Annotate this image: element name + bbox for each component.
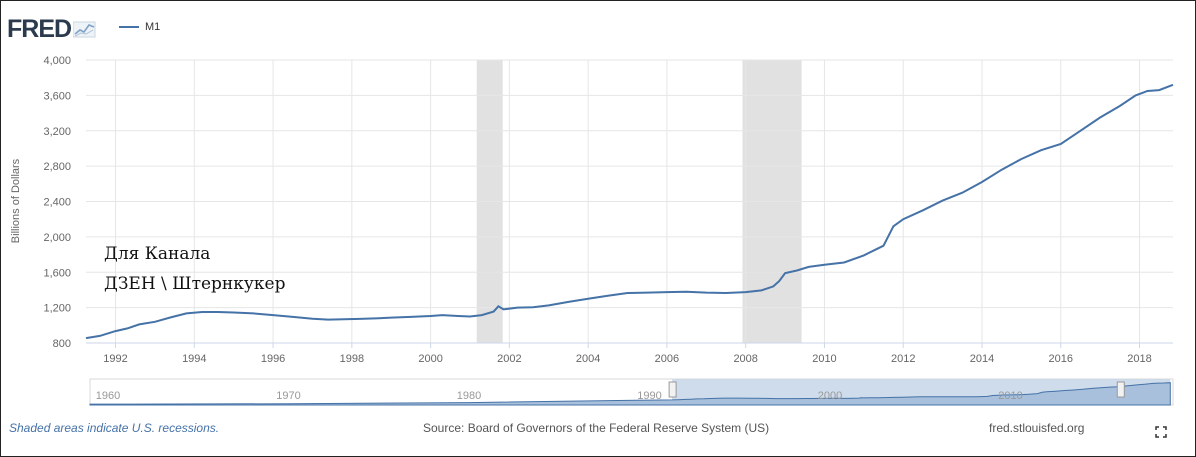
y-tick-label: 3,200 [43, 126, 71, 138]
legend-line-swatch [119, 26, 139, 28]
watermark-caption: Для Канала ДЗЕН \ Штернкукер [104, 239, 285, 299]
source-note: Source: Board of Governors of the Federa… [423, 421, 770, 435]
x-tick-label: 2010 [812, 353, 836, 365]
x-tick-label: 2006 [655, 353, 679, 365]
x-tick-label: 2004 [576, 353, 600, 365]
recession-note: Shaded areas indicate U.S. recessions. [9, 421, 220, 435]
x-tick-label: 2016 [1049, 353, 1073, 365]
navigator-labels: 1960 1970 1980 1990 2000 2010 [96, 390, 1023, 402]
watermark-line-1: Для Канала [104, 244, 211, 264]
navigator-label: 1970 [276, 390, 300, 402]
series-line-m1[interactable] [85, 83, 1174, 340]
x-tick-label: 2008 [733, 353, 757, 365]
x-tick-label: 1998 [340, 353, 364, 365]
y-tick-label: 800 [53, 338, 71, 350]
y-tick-label: 1,600 [43, 267, 71, 279]
legend-label: M1 [145, 21, 161, 33]
navigator-handle-right[interactable] [1116, 381, 1125, 398]
fred-logo-text: FRED [7, 14, 72, 43]
navigator-series [89, 382, 1171, 406]
y-tick-label: 4,000 [43, 55, 71, 67]
x-axis-ticks: 1992 1994 1996 1998 2000 2002 2004 2006 2008 2010… [86, 342, 1173, 365]
x-tick-label: 1996 [261, 353, 285, 365]
x-tick-label: 2012 [891, 353, 915, 365]
navigator-label: 2010 [998, 390, 1022, 402]
fullscreen-icon[interactable] [1155, 426, 1167, 438]
y-axis-ticks: 800 1,200 1,600 2,000 2,400 2,800 3,200 3,600 4,… [43, 55, 71, 350]
x-tick-label: 1992 [103, 353, 127, 365]
y-tick-label: 2,800 [43, 161, 71, 173]
chart-legend[interactable]: M1 [119, 21, 160, 33]
site-link[interactable]: fred.stlouisfed.org [989, 421, 1085, 435]
watermark-line-2: ДЗЕН \ Штернкукер [104, 274, 286, 294]
navigator-label: 1980 [457, 390, 481, 402]
y-tick-label: 1,200 [43, 303, 71, 315]
y-axis-label: Billions of Dollars [10, 158, 22, 243]
x-tick-label: 1994 [182, 353, 206, 365]
navigator-label: 2000 [818, 390, 842, 402]
grid-lines [86, 59, 1173, 344]
navigator-handle-left[interactable] [668, 381, 677, 398]
x-tick-label: 2014 [970, 353, 994, 365]
x-tick-label: 2000 [418, 353, 442, 365]
navigator-label: 1960 [96, 390, 120, 402]
y-tick-label: 2,000 [43, 232, 71, 244]
fred-logo-chart-icon [73, 21, 96, 38]
navigator-label: 1990 [637, 390, 661, 402]
x-tick-label: 2018 [1127, 353, 1151, 365]
fred-logo[interactable]: FRED [7, 14, 97, 44]
y-tick-label: 2,400 [43, 197, 71, 209]
x-tick-label: 2002 [497, 353, 521, 365]
y-tick-label: 3,600 [43, 90, 71, 102]
